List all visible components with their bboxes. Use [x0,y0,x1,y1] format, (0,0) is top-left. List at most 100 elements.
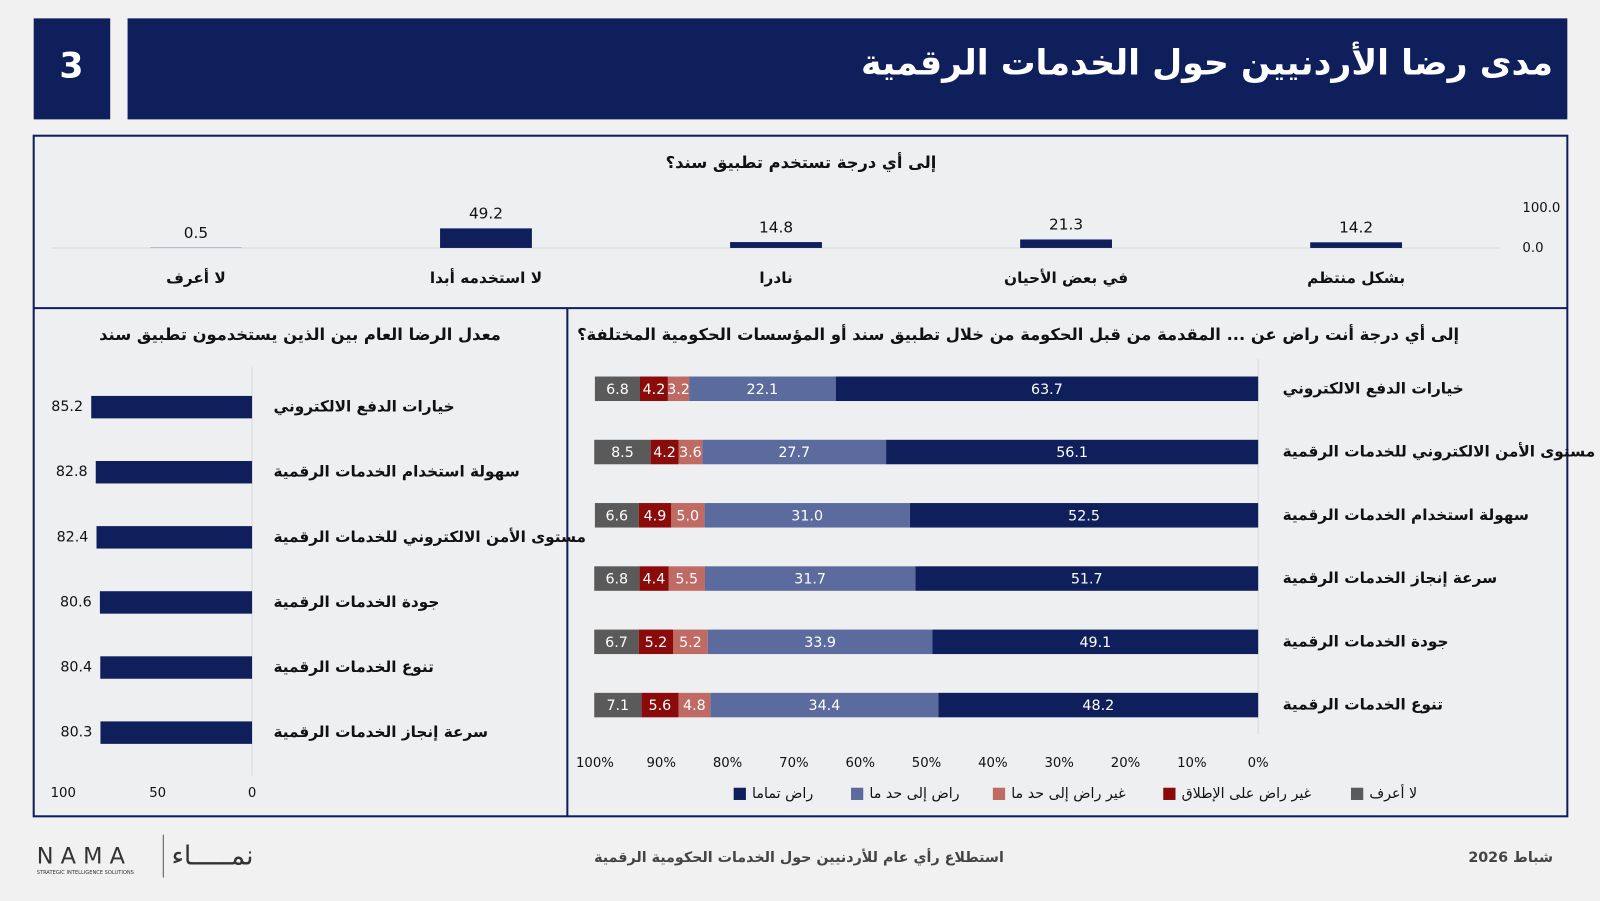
value-label: 85.2 [51,399,83,415]
value-label: 3.6 [679,445,702,461]
value-label: 4.2 [643,382,666,398]
value-label: 80.4 [60,660,92,676]
bar [91,395,253,419]
value-label: 6.6 [605,508,628,524]
bar-segment [705,566,916,591]
x-tick-label: 60% [845,756,874,771]
value-label: 49.2 [469,205,503,223]
bar-segment [707,629,933,655]
legend-label: راض إلى حد ما [869,786,959,802]
bar-segment [641,692,679,718]
x-tick-label: 100% [576,756,614,771]
x-tick-label: 50% [912,756,941,771]
chart-title: إلى أي درجة تستخدم تطبيق سند؟ [666,152,937,173]
value-label: 4.8 [683,698,706,714]
value-label: 7.1 [606,698,629,714]
value-label: 6.8 [605,572,628,588]
value-label: 5.5 [675,572,698,588]
bar-segment [594,376,641,402]
y-tick-label: خيارات الدفع الالكتروني [273,398,454,417]
bar [95,461,253,484]
legend-swatch [851,787,864,800]
x-tick-label: 80% [713,756,742,771]
value-label: 8.5 [611,445,634,461]
x-tick-label: 20% [1111,756,1140,771]
bar-segment [689,376,836,402]
y-tick-label: سهولة استخدام الخدمات الرقمية [273,463,519,481]
value-label: 34.4 [809,698,841,714]
bar [730,242,822,248]
logo-sub: STRATEGIC INTELLIGENCE SOLUTIONS [37,870,134,876]
bar [96,526,253,549]
page-number: 3 [59,46,83,86]
logo-latin: N A M A [37,844,126,870]
bar-segment [835,376,1259,402]
bar-segment [640,376,668,402]
value-label: 63.7 [1031,382,1063,398]
bar-segment [668,566,706,591]
value-label: 3.2 [667,382,690,398]
legend-swatch [992,787,1006,800]
y-tick-label: 0.0 [1522,241,1543,256]
x-tick-label: لا استخدمه أبدا [430,268,542,287]
chart-title: معدل الرضا العام بين الذين يستخدمون تطبي… [99,325,501,344]
value-label: 5.6 [649,698,672,714]
bar-segment [678,439,703,465]
bar-segment [638,503,672,528]
x-tick-label: 0% [1248,756,1269,771]
bar-segment [594,566,640,591]
y-tick-label: تنوع الخدمات الرقمية [273,658,433,676]
value-label: 31.7 [794,572,826,588]
legend-label: لا أعرف [1369,784,1417,802]
value-label: 6.7 [605,635,628,651]
value-label: 4.2 [653,445,676,461]
bar-segment [639,566,669,591]
value-label: 27.7 [778,445,810,461]
y-tick-label: سهولة استخدام الخدمات الرقمية [1283,506,1529,524]
footer-title: استطلاع رأي عام للأردنيين حول الخدمات ال… [594,848,1004,867]
y-tick-label: خيارات الدفع الالكتروني [1283,379,1464,398]
page-title: مدى رضا الأردنيين حول الخدمات الرقمية [861,40,1553,83]
y-tick-label: سرعة إنجاز الخدمات الرقمية [273,723,488,741]
x-tick-label: لا أعرف [166,268,226,287]
value-label: 80.6 [60,594,92,610]
x-tick-label: 100 [51,786,76,801]
value-label: 22.1 [746,382,778,398]
bar [1020,239,1112,248]
value-label: 82.8 [56,464,88,480]
value-label: 82.4 [57,529,89,545]
bar-segment [594,692,642,718]
legend-swatch [1351,787,1364,800]
bar [1310,242,1403,248]
bar-segment [932,629,1259,655]
value-label: 14.8 [759,218,793,236]
value-label: 5.2 [645,635,668,651]
legend-label: راض تماما [752,786,813,802]
value-label: 5.0 [676,508,699,524]
bar [440,228,532,248]
x-tick-label: في بعض الأحيان [1004,268,1128,288]
y-tick-label: مستوى الأمن الالكتروني للخدمات الرقمية [273,527,586,547]
y-tick-label: جودة الخدمات الرقمية [1283,632,1449,650]
value-label: 56.1 [1056,445,1088,461]
legend-label: غير راض إلى حد ما [1011,786,1126,802]
value-label: 52.5 [1068,508,1100,524]
value-label: 0.5 [184,224,208,242]
value-label: 14.2 [1339,219,1373,237]
y-tick-label: 100.0 [1522,201,1560,216]
x-tick-label: 70% [779,756,808,771]
legend-label: غير راض على الإطلاق [1182,786,1312,802]
y-tick-label: سرعة إنجاز الخدمات الرقمية [1283,569,1498,587]
bar [100,656,253,679]
bar [99,591,253,614]
value-label: 33.9 [804,635,836,651]
bar-segment [671,503,705,528]
logo-arabic: نمـــــاء [171,841,253,872]
bar-segment [667,376,690,402]
bar-segment [594,503,639,528]
legend-swatch [733,787,746,800]
value-label: 49.1 [1079,635,1111,651]
bar-segment [650,439,679,465]
x-tick-label: نادرا [759,269,792,287]
